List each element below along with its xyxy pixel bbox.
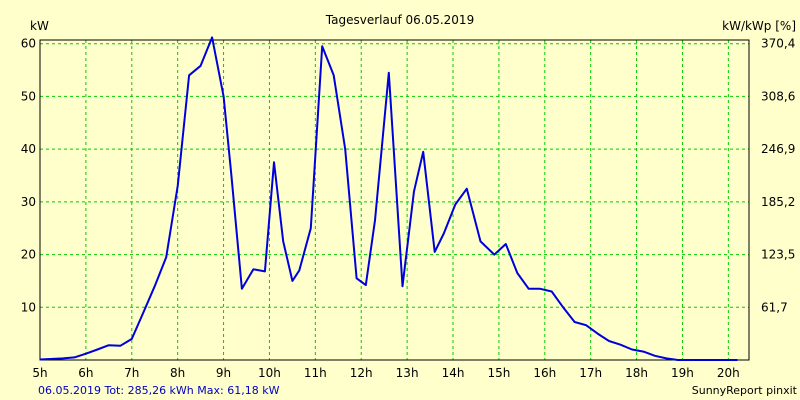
y-tick-label: 40 (21, 142, 36, 156)
x-tick-label: 8h (170, 366, 185, 380)
y2-tick-label: 185,2 (761, 195, 795, 209)
y2-tick-label: 246,9 (761, 142, 795, 156)
power-series-line (39, 36, 738, 361)
x-tick-label: 5h (32, 366, 47, 380)
grid-lines (40, 40, 749, 360)
x-tick-label: 13h (396, 366, 419, 380)
x-tick-label: 12h (350, 366, 373, 380)
x-tick-label: 19h (671, 366, 694, 380)
x-tick-label: 20h (717, 366, 740, 380)
x-tick-label: 9h (216, 366, 231, 380)
x-tick-label: 11h (304, 366, 327, 380)
y2-tick-label: 308,6 (761, 89, 795, 103)
y-tick-label: 20 (21, 248, 36, 262)
y2-axis-ticks: 61,7 123,5 185,2 246,9 308,6 370,4 (761, 37, 795, 315)
x-tick-label: 18h (625, 366, 648, 380)
x-tick-label: 7h (124, 366, 139, 380)
y-axis-ticks: 10 20 30 40 50 60 (21, 37, 36, 315)
y2-tick-label: 123,5 (761, 248, 795, 262)
x-tick-label: 10h (258, 366, 281, 380)
x-tick-label: 14h (442, 366, 465, 380)
y2-tick-label: 370,4 (761, 37, 795, 51)
y-tick-label: 30 (21, 195, 36, 209)
x-tick-label: 6h (78, 366, 93, 380)
footer-stats: 06.05.2019 Tot: 285,26 kWh Max: 61,18 kW (38, 384, 280, 397)
x-tick-label: 15h (487, 366, 510, 380)
plot-frame (39, 39, 750, 361)
footer-brand: SunnyReport pinxit (692, 384, 798, 397)
y-axis-label: kW (30, 19, 49, 33)
y-tick-label: 10 (21, 300, 36, 314)
y2-tick-label: 61,7 (761, 300, 788, 314)
y-tick-label: 60 (21, 37, 36, 51)
x-axis-ticks: 5h 6h 7h 8h 9h 10h 11h 12h 13h 14h 15h 16h 17h 18h 19h… (32, 366, 739, 380)
y-tick-label: 50 (21, 89, 36, 103)
x-tick-label: 16h (533, 366, 556, 380)
y2-axis-label: kW/kWp [%] (722, 19, 796, 33)
x-tick-label: 17h (579, 366, 602, 380)
chart-title: Tagesverlauf 06.05.2019 (325, 13, 474, 27)
